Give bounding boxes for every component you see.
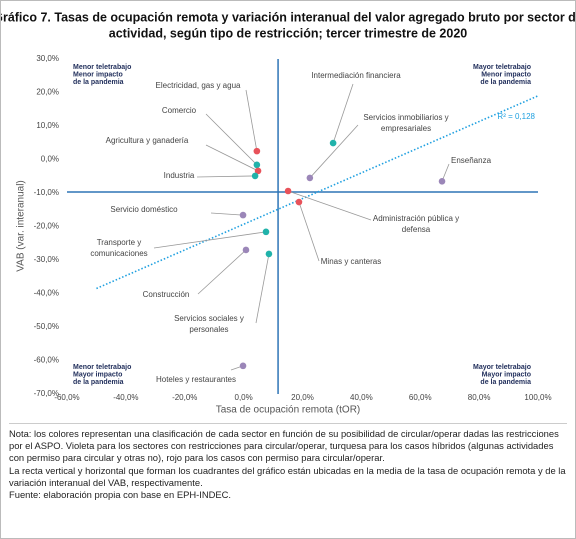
quadrant-label: de la pandemia (480, 79, 531, 86)
point-label: Servicios sociales y (174, 314, 244, 323)
point (262, 228, 270, 236)
point-label: Agricultura y ganadería (106, 136, 189, 145)
quadrant-label: de la pandemia (73, 79, 124, 86)
point (239, 211, 247, 219)
point (284, 187, 292, 195)
leader-line (298, 201, 320, 262)
point-label: Electricidad, gas y agua (156, 81, 241, 90)
x-tick-label: 40,0% (350, 393, 373, 402)
y-tick-label: -10,0% (34, 188, 59, 197)
leader-line (332, 83, 354, 144)
point-label: Minas y canteras (321, 257, 381, 266)
point-label: defensa (402, 225, 431, 234)
quadrant-label: de la pandemia (480, 379, 531, 386)
y-tick-label: 10,0% (36, 121, 59, 130)
quadrant-label: Mayor impacto (73, 371, 122, 378)
point-label: Administración pública y (373, 214, 459, 223)
point (239, 362, 247, 370)
quadrant-label: Menor teletrabajo (73, 364, 131, 371)
x-tick-label: -40,0% (113, 393, 138, 402)
quadrant-label: Menor impacto (73, 71, 123, 78)
note: Fuente: elaboración propia con base en E… (9, 489, 231, 501)
point-label: personales (189, 325, 228, 334)
y-tick-label: 30,0% (36, 54, 59, 63)
point-label: Enseñanza (451, 156, 492, 165)
point-label: Transporte y (97, 238, 142, 247)
y-tick-label: -40,0% (34, 289, 59, 298)
y-tick-label: -60,0% (34, 356, 59, 365)
y-tick-label: 0,0% (41, 155, 59, 164)
trend-label: R² = 0,128 (497, 112, 535, 121)
point-label: Intermediación financiera (311, 71, 401, 80)
leader-line (205, 144, 259, 172)
quadrant-label: Mayor teletrabajo (473, 64, 531, 71)
point-label: Servicio doméstico (110, 205, 178, 214)
point-label: empresariales (381, 124, 431, 133)
y-tick-label: -30,0% (34, 255, 59, 264)
quadrant-label: Menor teletrabajo (73, 64, 131, 71)
x-tick-label: 20,0% (291, 393, 314, 402)
chart-title: Gráfico 7. Tasas de ocupación remota y v… (1, 10, 575, 24)
x-tick-label: 0,0% (235, 393, 253, 402)
quadrant-label: Mayor teletrabajo (473, 364, 531, 371)
point (251, 172, 259, 180)
y-tick-label: -50,0% (34, 322, 59, 331)
leader-line (287, 190, 372, 221)
chart: Gráfico 7. Tasas de ocupación remota y v… (1, 10, 575, 416)
leader-line (210, 212, 244, 216)
leader-line (196, 175, 256, 178)
y-tick-label: 20,0% (36, 88, 59, 97)
y-axis-label: VAB (var. interanual) (16, 180, 27, 272)
y-tick-label: -20,0% (34, 222, 59, 231)
point-label: Servicios inmobiliarios y (363, 113, 448, 122)
point-label: Hoteles y restaurantes (156, 375, 236, 384)
point-label: Industria (164, 171, 195, 180)
quadrant-label: Menor impacto (481, 71, 531, 78)
quadrant-label: Mayor impacto (482, 371, 531, 378)
leader-line (153, 231, 267, 249)
point (265, 250, 273, 258)
notes: Nota: los colores representan una clasif… (9, 423, 567, 501)
y-tick-label: -70,0% (34, 389, 59, 398)
point (329, 139, 337, 147)
leader-line (245, 89, 258, 152)
x-axis-label: Tasa de ocupación remota (tOR) (216, 405, 361, 416)
point (438, 177, 446, 185)
point-label: Construcción (143, 290, 190, 299)
leader-line (255, 253, 270, 324)
chart-title: actividad, según tipo de restricción; te… (109, 26, 468, 40)
leader-line (197, 249, 247, 295)
x-tick-label: 100,0% (524, 393, 551, 402)
note: Nota: los colores representan una clasif… (9, 428, 559, 464)
x-tick-label: 60,0% (409, 393, 432, 402)
point-label: Comercio (162, 106, 197, 115)
point (253, 161, 261, 169)
point-label: comunicaciones (90, 249, 147, 258)
x-tick-label: -60,0% (54, 393, 79, 402)
leader-line (309, 124, 359, 179)
x-tick-label: -20,0% (172, 393, 197, 402)
point (253, 147, 261, 155)
quadrant-label: de la pandemia (73, 379, 124, 386)
point (242, 246, 250, 254)
point (254, 167, 262, 175)
point (295, 198, 303, 206)
leader-line (205, 113, 258, 166)
note: La recta vertical y horizontal que forma… (9, 464, 566, 488)
x-tick-label: 80,0% (468, 393, 491, 402)
point (306, 174, 314, 182)
